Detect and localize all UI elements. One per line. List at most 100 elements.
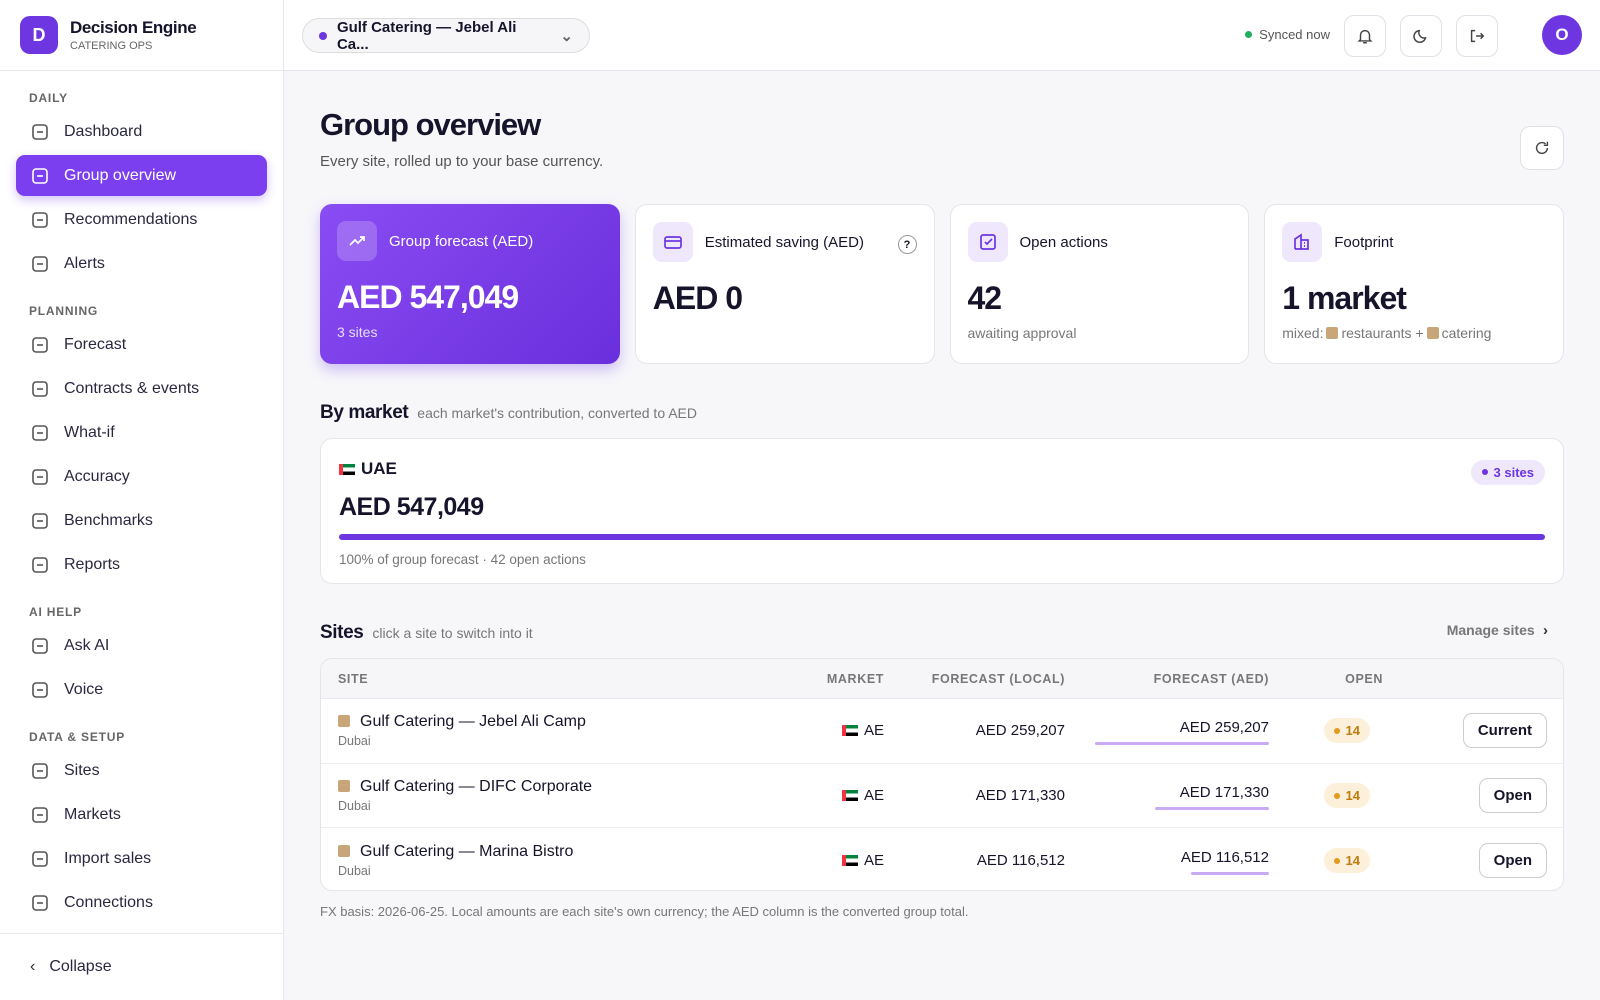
open-cell: 14 xyxy=(1323,782,1370,808)
icon xyxy=(1326,327,1339,339)
nav-item[interactable]: Recommendations xyxy=(16,199,267,240)
nav-item[interactable]: Dashboard xyxy=(16,111,267,152)
action-cell: Open xyxy=(1478,842,1547,878)
kpi-header: Footprint xyxy=(1282,222,1546,262)
forecast-local: AED 259,207 xyxy=(975,722,1065,740)
section-header: Sites click a site to switch into it Mana… xyxy=(320,622,1564,644)
sidebar: D Decision Engine CATERING OPS DAILY Dash… xyxy=(0,0,284,1000)
row-action-button[interactable]: Open xyxy=(1478,777,1547,813)
forecast-share-bar xyxy=(1095,742,1269,746)
nav-label: Dashboard xyxy=(64,122,143,140)
brand: D Decision Engine CATERING OPS xyxy=(0,0,283,71)
nav-item[interactable]: Alerts xyxy=(16,243,267,284)
dot xyxy=(1333,728,1340,735)
forecast-aed-cell: AED 116,512 xyxy=(1180,848,1269,875)
theme-button[interactable] xyxy=(1400,15,1442,57)
kpi-header: Open actions xyxy=(967,222,1232,262)
site-icon xyxy=(338,844,350,857)
kpi-value: AED 547,049 xyxy=(337,279,519,315)
dot xyxy=(1333,857,1340,864)
manage-sites-link[interactable]: Manage sites › xyxy=(1446,622,1548,639)
icon xyxy=(1426,327,1439,339)
table-row[interactable]: Gulf Catering — Marina Bistro Dubai AE AED … xyxy=(321,828,1563,890)
open-count: 14 xyxy=(1345,723,1360,739)
kpi-value: 1 market xyxy=(1282,280,1407,316)
market-value: AED 547,049 xyxy=(339,493,484,521)
avatar[interactable]: O xyxy=(1542,15,1582,55)
nav-item[interactable]: Connections xyxy=(16,882,267,923)
flag-icon xyxy=(841,789,858,801)
nav-label: Import sales xyxy=(64,849,152,867)
nav: DAILY Dashboard Group overview Recommendati… xyxy=(0,91,283,923)
notifications-button[interactable] xyxy=(1344,15,1386,57)
nav-item[interactable]: Markets xyxy=(16,794,267,835)
nav-item[interactable]: Sites xyxy=(16,750,267,791)
site-name-row: Gulf Catering — DIFC Corporate xyxy=(338,778,592,796)
section-title: By market xyxy=(320,402,409,423)
forecast-aed: AED 116,512 xyxy=(1180,848,1269,866)
section-subtitle: click a site to switch into it xyxy=(372,625,533,641)
forecast-share-bar xyxy=(1155,806,1269,810)
open-cell: 14 xyxy=(1323,847,1370,873)
nav-item[interactable]: Contracts & events xyxy=(16,368,267,409)
nav-item[interactable]: Group overview xyxy=(16,155,267,196)
kpi-card: Open actions 42 awaiting approval xyxy=(949,204,1250,364)
column-header: FORECAST (LOCAL) xyxy=(931,671,1065,686)
sites-table: SITE MARKET FORECAST (LOCAL) FORECAST (AED)… xyxy=(320,658,1564,891)
brand-subtitle: CATERING OPS xyxy=(70,40,153,52)
row-action-button[interactable]: Open xyxy=(1478,842,1547,878)
nav-item[interactable]: What-if xyxy=(16,412,267,453)
kpi-card: Group forecast (AED) AED 547,049 3 sites xyxy=(320,204,620,364)
sync-status: Synced now xyxy=(1245,27,1330,42)
column-header: OPEN xyxy=(1345,671,1383,686)
forecast-share-bar xyxy=(1191,871,1269,875)
kpi-label: Open actions xyxy=(1019,233,1108,251)
table-row[interactable]: Gulf Catering — DIFC Corporate Dubai AE AED… xyxy=(321,764,1563,828)
section-subtitle: each market's contribution, converted to… xyxy=(417,405,698,421)
site-cell: Gulf Catering — Marina Bistro Dubai xyxy=(338,843,573,878)
site-icon xyxy=(338,715,350,728)
refresh-button[interactable] xyxy=(1520,126,1564,170)
nav-label: Accuracy xyxy=(64,467,130,485)
kpi-value: AED 0 xyxy=(652,280,743,316)
nav-label: Recommendations xyxy=(64,210,198,228)
badge-label: 3 sites xyxy=(1493,465,1534,480)
column-header: FORECAST (AED) xyxy=(1153,671,1269,686)
nav-label: Benchmarks xyxy=(64,511,153,529)
dot xyxy=(1333,792,1340,799)
kpi-label: Estimated saving (AED) xyxy=(704,233,864,251)
kpi-icon xyxy=(967,222,1008,262)
market-cell: AE xyxy=(784,852,884,869)
market-cell: AE xyxy=(784,787,884,804)
page-title: Group overview xyxy=(320,107,541,142)
market-card: UAE 3 sites AED 547,049 100% of group forec… xyxy=(320,438,1564,584)
kpi-label: Footprint xyxy=(1334,233,1394,251)
table-row[interactable]: Gulf Catering — Jebel Ali Camp Dubai AE AED… xyxy=(321,699,1563,764)
collapse-button[interactable]: ‹ Collapse xyxy=(0,933,283,1000)
nav-item[interactable]: Benchmarks xyxy=(16,500,267,541)
site-selector[interactable]: Gulf Catering — Jebel Ali Ca... ⌄ xyxy=(302,18,590,53)
forecast-aed: AED 171,330 xyxy=(1179,783,1269,801)
row-action-button[interactable]: Current xyxy=(1462,713,1547,749)
flag-icon xyxy=(841,725,858,737)
kpi-card: Estimated saving (AED)? AED 0 xyxy=(634,204,935,364)
action-cell: Current xyxy=(1462,713,1547,749)
nav-label: Forecast xyxy=(64,335,127,353)
nav-item[interactable]: Reports xyxy=(16,544,267,585)
help-icon[interactable]: ? xyxy=(897,235,917,254)
nav-section-title: DAILY xyxy=(29,91,68,105)
nav-item[interactable]: Ask AI xyxy=(16,625,267,666)
open-badge: 14 xyxy=(1323,847,1370,873)
kpi-icon xyxy=(337,221,377,261)
kpi-header: Group forecast (AED) xyxy=(337,221,603,261)
nav-label: Reports xyxy=(64,555,121,573)
kpi-note: mixed: restaurants + catering xyxy=(1282,325,1546,341)
nav-item[interactable]: Forecast xyxy=(16,324,267,365)
market-name-row: UAE xyxy=(339,459,1545,479)
nav-label: Ask AI xyxy=(64,636,110,654)
logout-button[interactable] xyxy=(1456,15,1498,57)
nav-item[interactable]: Voice xyxy=(16,669,267,710)
nav-item[interactable]: Import sales xyxy=(16,838,267,879)
market-code: AE xyxy=(863,851,884,869)
nav-item[interactable]: Accuracy xyxy=(16,456,267,497)
